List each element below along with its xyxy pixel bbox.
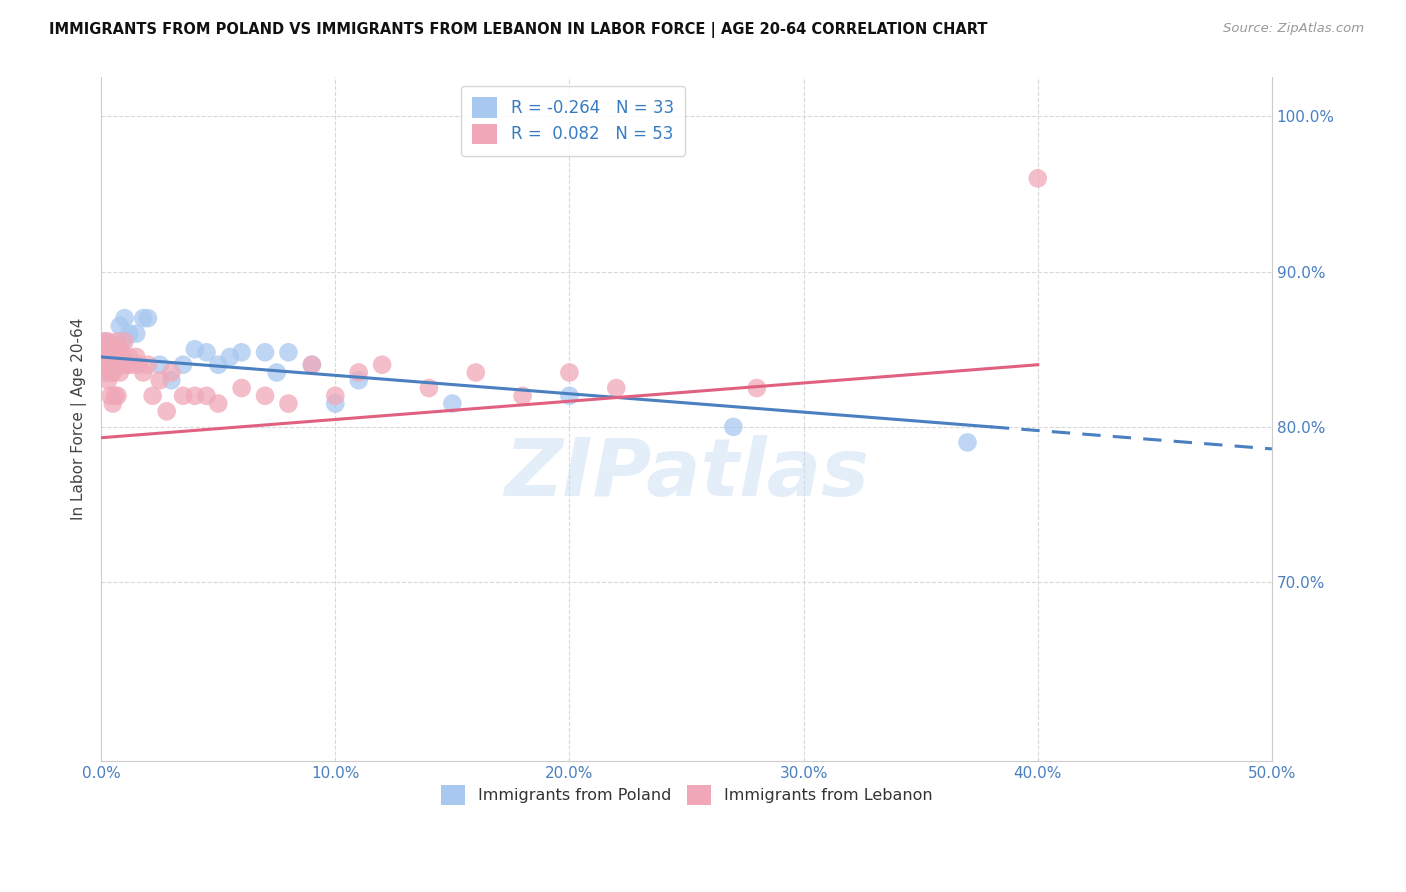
Point bbox=[156, 404, 179, 418]
Point bbox=[745, 381, 768, 395]
Y-axis label: In Labor Force | Age 20-64: In Labor Force | Age 20-64 bbox=[72, 318, 87, 520]
Point bbox=[184, 389, 207, 403]
Point bbox=[94, 334, 117, 349]
Point bbox=[125, 326, 148, 341]
Point bbox=[108, 318, 131, 333]
Point bbox=[100, 342, 122, 356]
Point bbox=[100, 389, 122, 403]
Point bbox=[149, 373, 172, 387]
Point bbox=[101, 342, 124, 356]
Point bbox=[94, 342, 117, 356]
Point bbox=[266, 366, 288, 380]
Point bbox=[558, 389, 581, 403]
Point bbox=[101, 354, 124, 368]
Point bbox=[101, 396, 124, 410]
Point bbox=[97, 358, 120, 372]
Point bbox=[107, 334, 129, 349]
Point bbox=[104, 389, 127, 403]
Point bbox=[219, 350, 242, 364]
Point bbox=[195, 345, 218, 359]
Point bbox=[94, 366, 117, 380]
Point bbox=[149, 358, 172, 372]
Point bbox=[128, 358, 150, 372]
Point bbox=[101, 366, 124, 380]
Point bbox=[114, 311, 136, 326]
Point bbox=[323, 396, 346, 410]
Point bbox=[97, 350, 120, 364]
Point bbox=[956, 435, 979, 450]
Point bbox=[160, 373, 183, 387]
Point bbox=[371, 358, 394, 372]
Point bbox=[107, 389, 129, 403]
Point bbox=[114, 334, 136, 349]
Point bbox=[160, 366, 183, 380]
Text: IMMIGRANTS FROM POLAND VS IMMIGRANTS FROM LEBANON IN LABOR FORCE | AGE 20-64 COR: IMMIGRANTS FROM POLAND VS IMMIGRANTS FRO… bbox=[49, 22, 987, 38]
Point bbox=[142, 389, 165, 403]
Point bbox=[277, 396, 299, 410]
Point bbox=[254, 389, 277, 403]
Point bbox=[118, 326, 141, 341]
Point bbox=[100, 358, 122, 372]
Point bbox=[107, 358, 129, 372]
Point bbox=[1026, 171, 1049, 186]
Point bbox=[605, 381, 627, 395]
Point bbox=[323, 389, 346, 403]
Point bbox=[93, 358, 115, 372]
Point bbox=[172, 389, 194, 403]
Point bbox=[100, 366, 122, 380]
Point bbox=[558, 366, 581, 380]
Legend: Immigrants from Poland, Immigrants from Lebanon: Immigrants from Poland, Immigrants from … bbox=[432, 775, 942, 814]
Point bbox=[347, 373, 370, 387]
Point bbox=[184, 342, 207, 356]
Point bbox=[441, 396, 464, 410]
Point bbox=[301, 358, 323, 372]
Point bbox=[104, 342, 127, 356]
Point bbox=[723, 420, 745, 434]
Point bbox=[136, 358, 159, 372]
Point bbox=[464, 366, 486, 380]
Text: ZIPatlas: ZIPatlas bbox=[503, 434, 869, 513]
Point bbox=[512, 389, 534, 403]
Point bbox=[104, 342, 127, 356]
Point bbox=[118, 350, 141, 364]
Point bbox=[418, 381, 440, 395]
Point bbox=[207, 396, 229, 410]
Point bbox=[93, 342, 115, 356]
Point bbox=[93, 334, 115, 349]
Point bbox=[301, 358, 323, 372]
Text: Source: ZipAtlas.com: Source: ZipAtlas.com bbox=[1223, 22, 1364, 36]
Point bbox=[254, 345, 277, 359]
Point bbox=[97, 350, 120, 364]
Point bbox=[114, 358, 136, 372]
Point bbox=[97, 373, 120, 387]
Point bbox=[108, 342, 131, 356]
Point bbox=[207, 358, 229, 372]
Point bbox=[195, 389, 218, 403]
Point bbox=[347, 366, 370, 380]
Point bbox=[231, 345, 253, 359]
Point bbox=[132, 366, 155, 380]
Point bbox=[121, 358, 143, 372]
Point bbox=[111, 350, 134, 364]
Point bbox=[97, 334, 120, 349]
Point bbox=[132, 311, 155, 326]
Point bbox=[172, 358, 194, 372]
Point bbox=[104, 358, 127, 372]
Point bbox=[107, 345, 129, 359]
Point bbox=[231, 381, 253, 395]
Point bbox=[111, 334, 134, 349]
Point bbox=[136, 311, 159, 326]
Point bbox=[277, 345, 299, 359]
Point bbox=[125, 350, 148, 364]
Point bbox=[108, 366, 131, 380]
Point bbox=[115, 358, 138, 372]
